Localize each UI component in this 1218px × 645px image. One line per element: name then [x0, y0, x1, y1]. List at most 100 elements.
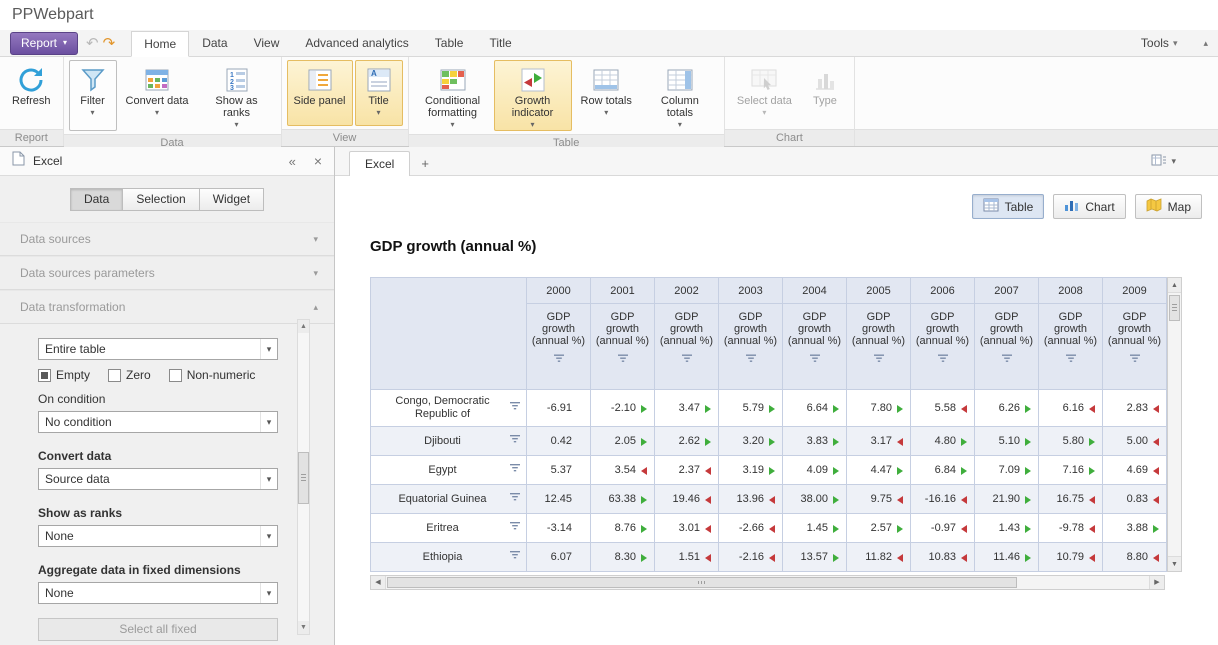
scroll-left-icon[interactable]: ◀ [371, 576, 386, 589]
aggregate-select[interactable]: None ▾ [38, 582, 278, 604]
report-menu-button[interactable]: Report ▾ [10, 31, 79, 55]
section-data-sources[interactable]: Data sources ▾ [0, 222, 334, 256]
empty-checkbox-item[interactable]: Empty [38, 368, 90, 382]
ribbon-tab-table[interactable]: Table [434, 36, 464, 50]
show-as-ranks-select[interactable]: None ▾ [38, 525, 278, 547]
column-filter-icon[interactable] [913, 354, 972, 366]
ribbon-tab-data[interactable]: Data [202, 36, 228, 50]
undo-button[interactable]: ↶ [86, 35, 99, 52]
tools-menu-button[interactable]: Tools ▾ [1141, 36, 1178, 50]
scroll-down-icon[interactable]: ▼ [1168, 556, 1181, 571]
svg-text:3: 3 [230, 85, 234, 92]
show-as-ranks-button[interactable]: 1 2 3 Show as ranks ▾ [198, 60, 276, 131]
scroll-up-icon[interactable]: ▲ [1168, 278, 1181, 293]
row-filter-icon[interactable] [509, 522, 521, 535]
scroll-down-icon[interactable]: ▼ [298, 621, 309, 634]
refresh-button[interactable]: Refresh [5, 60, 58, 126]
title-button[interactable]: A Title ▾ [354, 60, 403, 126]
ribbon-tab-advanced-analytics[interactable]: Advanced analytics [305, 36, 409, 50]
close-panel-icon[interactable]: × [313, 153, 322, 169]
chevron-down-icon: ▾ [530, 120, 535, 129]
sidebar-scrollbar[interactable]: ▲ ▼ [297, 319, 310, 635]
cell-value: 5.58 [934, 402, 956, 414]
sidebar-tab-widget[interactable]: Widget [199, 188, 265, 211]
column-filter-icon[interactable] [1041, 354, 1100, 366]
scrollbar-thumb[interactable] [1169, 295, 1180, 321]
chart-view-icon [1064, 198, 1079, 215]
row-filter-icon[interactable] [509, 402, 521, 415]
empty-checkbox[interactable] [38, 368, 51, 382]
row-filter-icon[interactable] [509, 435, 521, 448]
convert-data-button[interactable]: Convert data ▾ [119, 60, 196, 131]
row-filter-icon[interactable] [509, 464, 521, 477]
growth-down-indicator [704, 524, 713, 533]
row-filter-icon[interactable] [509, 493, 521, 506]
ribbon-tab-title[interactable]: Title [489, 36, 512, 50]
growth-up-indicator [832, 524, 841, 533]
view-toggle-map[interactable]: Map [1134, 194, 1202, 219]
scrollbar-thumb[interactable] [387, 577, 1017, 588]
button-label: Filter [80, 95, 105, 107]
scroll-right-icon[interactable]: ▶ [1149, 576, 1164, 589]
cell-value: 0.83 [1126, 493, 1148, 505]
column-filter-icon[interactable] [593, 354, 652, 366]
side-panel-button[interactable]: Side panel [286, 60, 353, 126]
section-data-sources-parameters[interactable]: Data sources parameters ▾ [0, 256, 334, 290]
column-totals-button[interactable]: Column totals ▾ [641, 60, 719, 131]
svg-text:2: 2 [230, 79, 234, 86]
scope-select[interactable]: Entire table ▾ [38, 338, 278, 360]
zero-checkbox[interactable] [108, 368, 122, 382]
convert-data-select[interactable]: Source data ▾ [38, 468, 278, 490]
sidebar-tab-data[interactable]: Data [69, 188, 124, 211]
row-totals-button[interactable]: Row totals ▾ [574, 60, 639, 131]
column-filter-icon[interactable] [785, 354, 844, 366]
sidebar-tab-selection[interactable]: Selection [123, 188, 200, 211]
collapse-ribbon-button[interactable]: ▴ [1203, 37, 1208, 48]
document-tab-excel[interactable]: Excel [349, 151, 411, 176]
column-filter-icon[interactable] [1105, 354, 1164, 366]
view-toggle-chart[interactable]: Chart [1053, 194, 1126, 219]
column-filter-icon[interactable] [657, 354, 716, 366]
value-cell: 3.17 [846, 426, 911, 456]
view-toggle-table[interactable]: Table [971, 194, 1045, 219]
non-numeric-checkbox[interactable] [168, 368, 182, 382]
value-cell: 1.45 [782, 513, 847, 543]
column-filter-icon[interactable] [721, 354, 780, 366]
section-data-transformation[interactable]: Data transformation ▴ [0, 290, 334, 324]
non-numeric-checkbox-item[interactable]: Non-numeric [168, 368, 255, 382]
layout-options-button[interactable]: ▾ [1151, 153, 1176, 169]
cell-value: 5.10 [998, 435, 1020, 447]
scrollbar-thumb[interactable] [298, 451, 309, 504]
growth-down-indicator [1152, 437, 1161, 446]
value-cell: 1.51 [654, 542, 719, 572]
on-condition-select[interactable]: No condition ▾ [38, 411, 278, 433]
growth-indicator-button[interactable]: Growth indicator ▾ [493, 60, 572, 131]
collapse-panel-icon[interactable]: « [288, 153, 296, 169]
chevron-down-icon: ▾ [762, 108, 767, 117]
value-cell: 4.80 [910, 426, 975, 456]
column-filter-icon[interactable] [977, 354, 1036, 366]
view-layout-icon [1151, 153, 1167, 169]
conditional-formatting-button[interactable]: Conditional formatting ▾ [414, 60, 492, 131]
cell-value: 10.83 [928, 551, 956, 563]
growth-up-indicator [640, 495, 649, 504]
map-view-icon [1146, 198, 1162, 215]
ribbon-tab-view[interactable]: View [253, 36, 280, 50]
select-all-fixed-button[interactable]: Select all fixed [38, 618, 278, 641]
horizontal-scrollbar[interactable]: ◀ ▶ [370, 575, 1165, 590]
redo-button[interactable]: ↷ [102, 35, 116, 52]
add-tab-button[interactable]: + [421, 156, 429, 171]
scroll-up-icon[interactable]: ▲ [298, 320, 309, 333]
growth-up-indicator [896, 404, 905, 413]
ribbon-tab-home[interactable]: Home [131, 31, 190, 57]
growth-up-indicator [832, 553, 841, 562]
column-filter-icon[interactable] [529, 354, 588, 366]
zero-checkbox-item[interactable]: Zero [108, 368, 151, 382]
row-label: Eritrea [426, 521, 459, 534]
column-filter-icon[interactable] [849, 354, 908, 366]
row-filter-icon[interactable] [509, 551, 521, 564]
value-cell: 9.75 [846, 484, 911, 514]
filter-button[interactable]: Filter ▾ [68, 60, 117, 131]
measure-header: GDP growth (annual %) [526, 303, 591, 390]
vertical-scrollbar[interactable]: ▲ ▼ [1167, 277, 1182, 572]
